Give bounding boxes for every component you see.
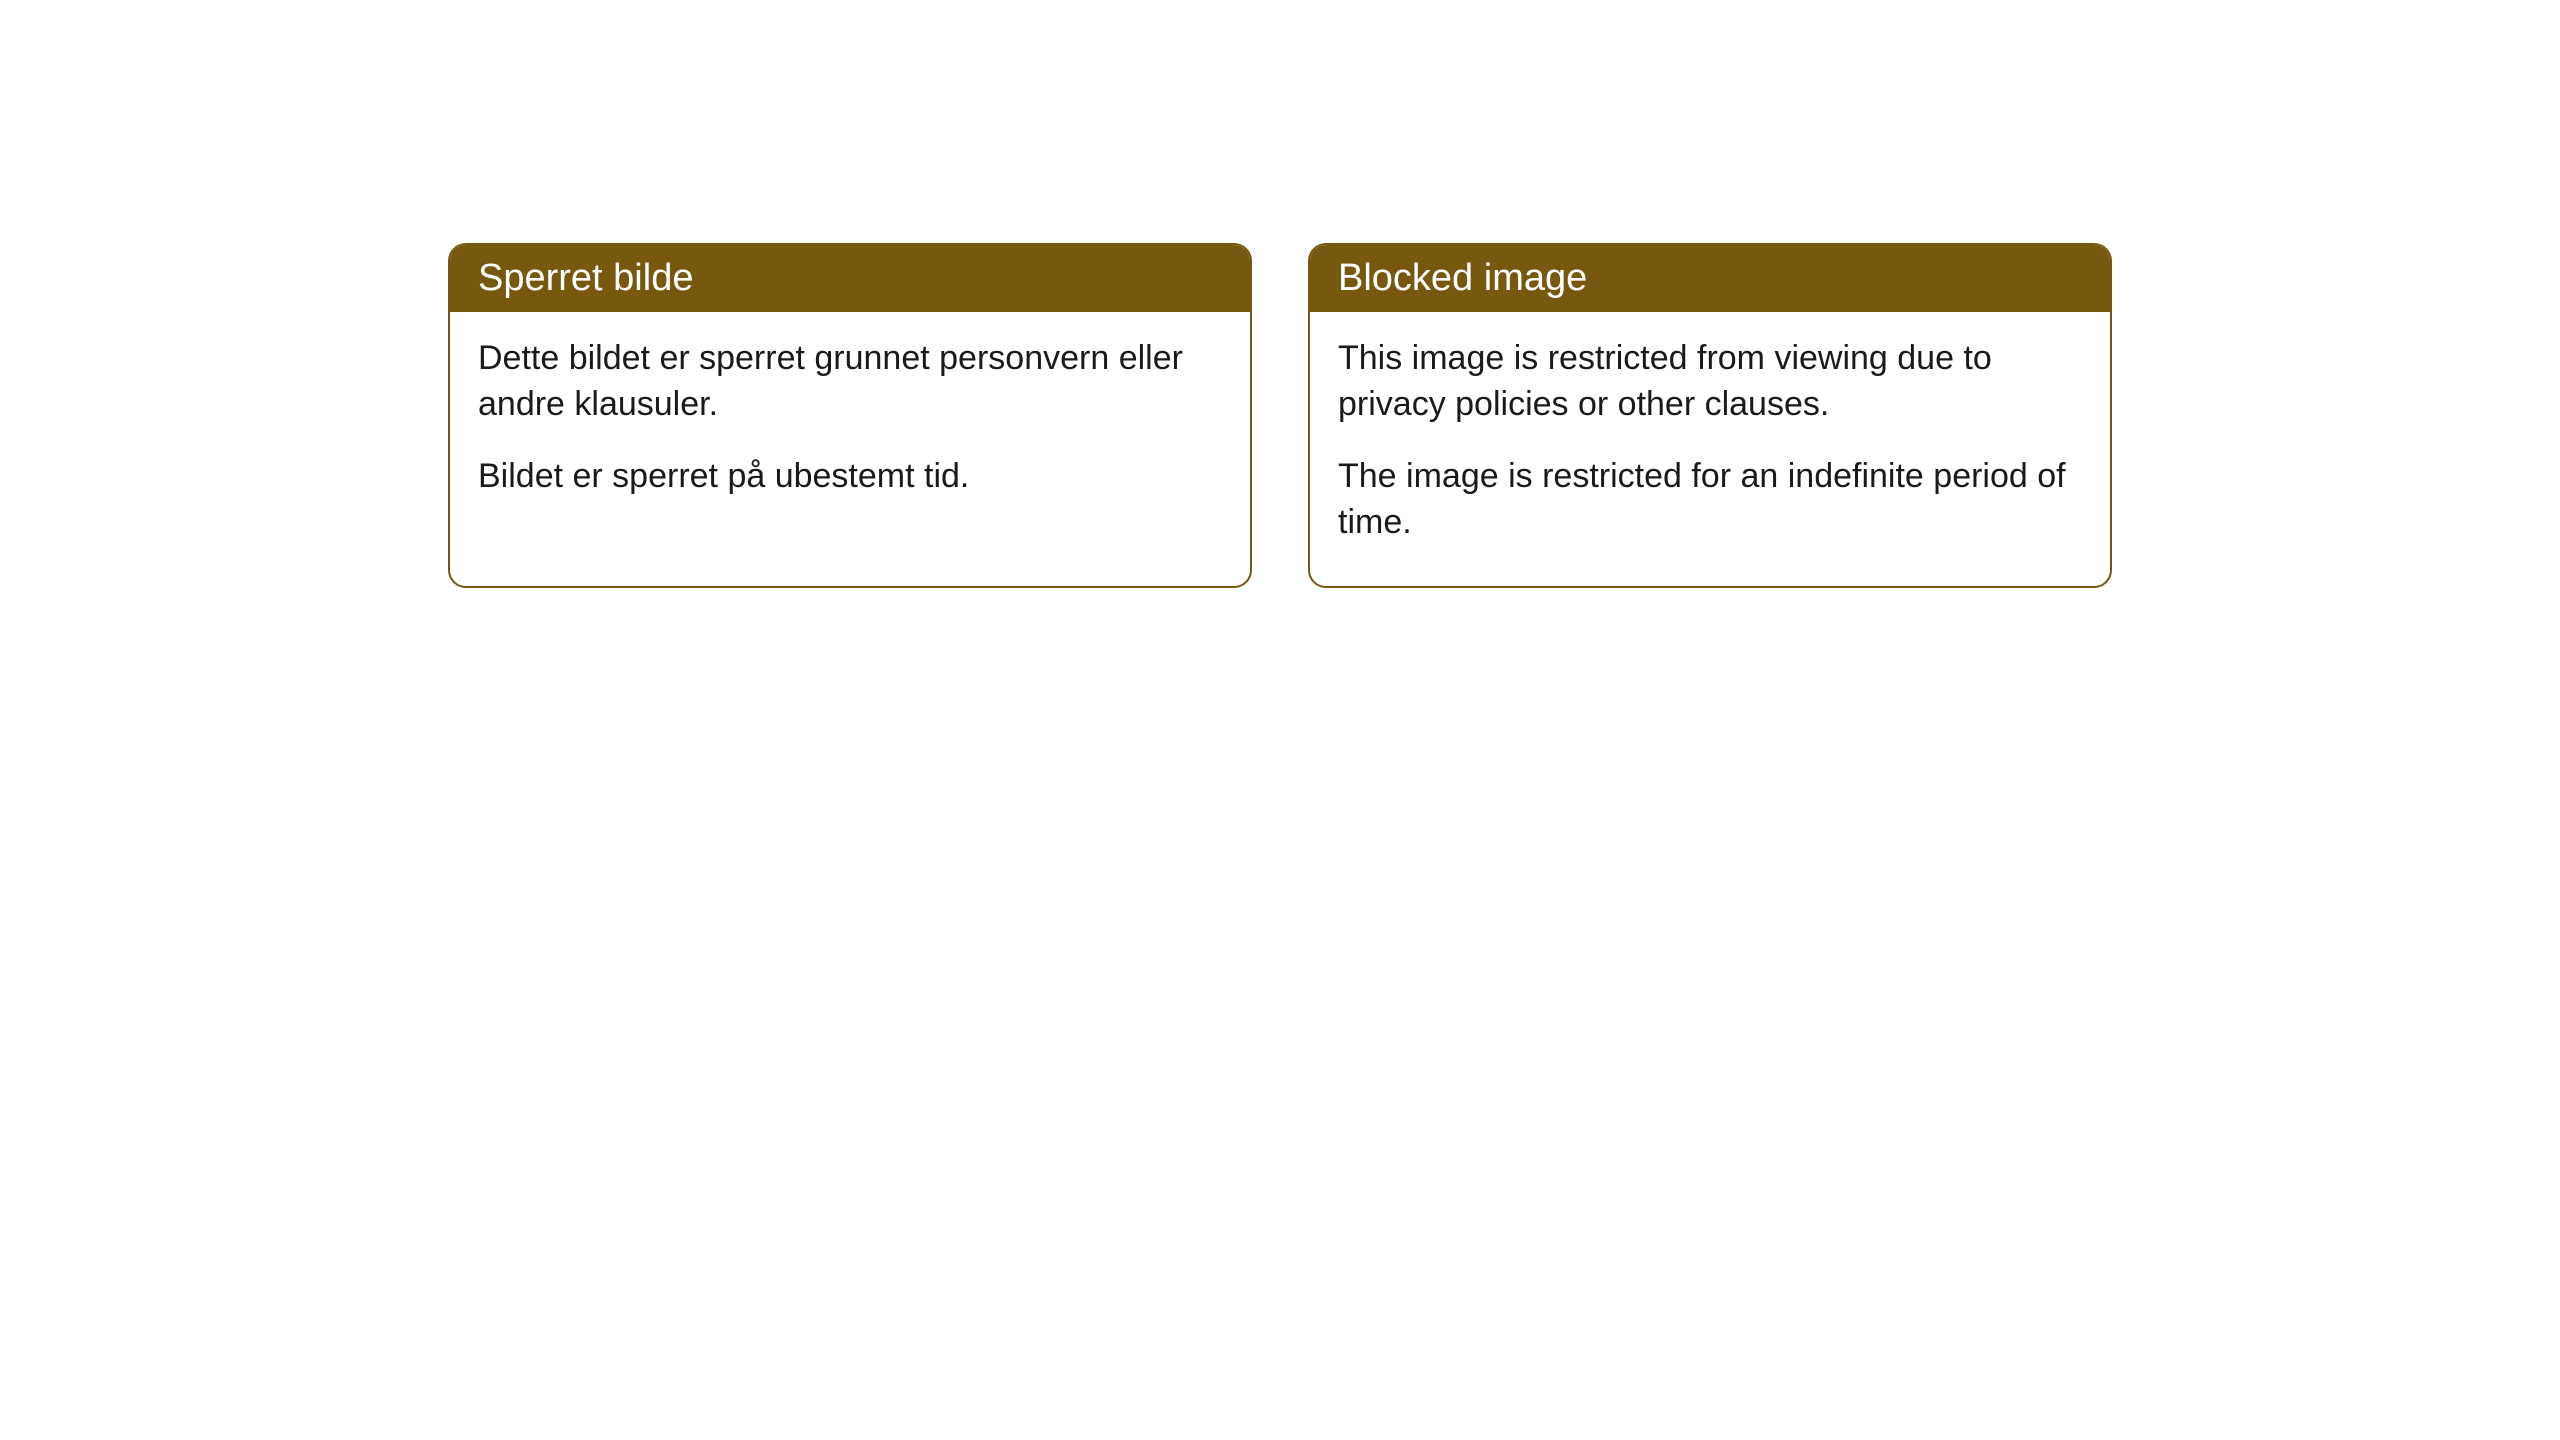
notice-card-header: Blocked image bbox=[1310, 245, 2110, 312]
notice-card-paragraph: This image is restricted from viewing du… bbox=[1338, 336, 2082, 428]
notice-card-body: Dette bildet er sperret grunnet personve… bbox=[450, 312, 1250, 540]
notice-cards-container: Sperret bilde Dette bildet er sperret gr… bbox=[448, 243, 2112, 588]
notice-card-header: Sperret bilde bbox=[450, 245, 1250, 312]
notice-card-paragraph: Bildet er sperret på ubestemt tid. bbox=[478, 454, 1222, 500]
notice-card-body: This image is restricted from viewing du… bbox=[1310, 312, 2110, 586]
notice-card-title: Blocked image bbox=[1338, 257, 1587, 299]
notice-card-english: Blocked image This image is restricted f… bbox=[1308, 243, 2112, 588]
notice-card-norwegian: Sperret bilde Dette bildet er sperret gr… bbox=[448, 243, 1252, 588]
notice-card-paragraph: The image is restricted for an indefinit… bbox=[1338, 454, 2082, 546]
notice-card-paragraph: Dette bildet er sperret grunnet personve… bbox=[478, 336, 1222, 428]
notice-card-title: Sperret bilde bbox=[478, 257, 693, 299]
